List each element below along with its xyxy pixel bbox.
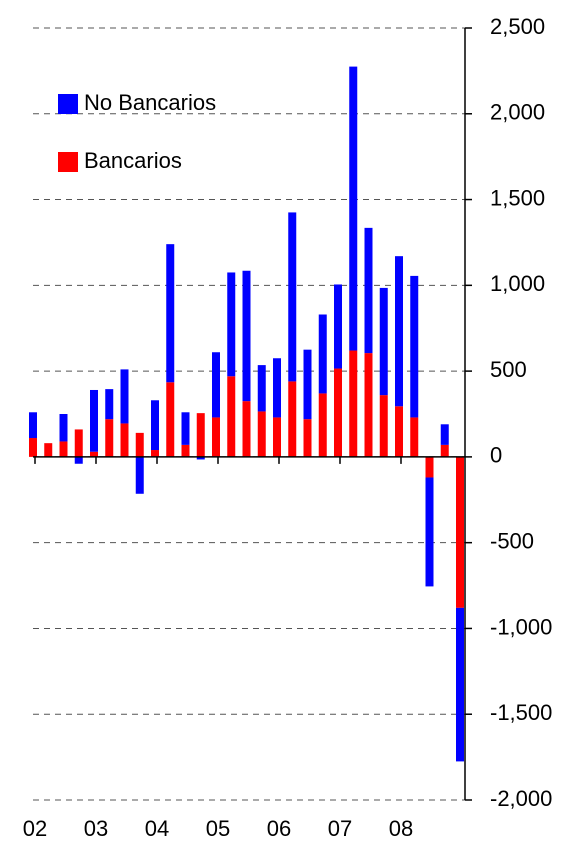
y-tick-label: -500 [490,528,534,553]
bar [379,395,388,457]
y-tick-label: 500 [490,357,527,382]
bar [196,413,205,457]
bar [242,270,251,402]
bar [212,352,220,418]
x-tick-label: 03 [84,816,108,841]
bar [364,227,373,354]
bar [196,456,205,460]
bar [318,314,327,394]
bar [349,66,358,351]
bar [166,382,175,457]
bar [273,358,281,418]
bar [257,365,266,412]
bar [456,456,464,608]
bar [395,256,403,407]
y-tick-label: -2,000 [490,786,552,811]
bar [303,419,312,457]
x-tick-label: 05 [206,816,230,841]
bar [410,275,419,418]
bar [349,350,358,457]
bar [151,400,159,451]
bar [425,456,434,478]
bar [44,443,53,457]
bar [227,376,236,457]
legend-swatch [58,152,78,172]
y-tick-label: -1,500 [490,700,552,725]
bar [257,411,266,457]
bar [29,438,37,457]
bar [364,353,373,457]
bar [135,432,144,457]
bar [273,417,281,457]
legend-swatch [58,94,78,114]
bar [425,477,434,587]
bar [135,456,144,494]
bar [410,417,419,457]
bar [105,419,114,457]
y-tick-label: 1,500 [490,185,545,210]
bar [90,389,98,452]
bar [227,272,236,377]
bar [181,412,190,445]
bar [288,381,297,457]
bar [59,441,68,457]
bar [181,444,190,457]
bar [105,389,114,420]
bar [74,429,83,457]
y-tick-label: 1,000 [490,271,545,296]
y-tick-label: 0 [490,443,502,468]
bar [166,244,175,383]
bar [334,368,342,457]
bar [212,417,220,457]
x-tick-label: 07 [328,816,352,841]
bar [440,444,449,457]
legend-label: No Bancarios [84,90,216,115]
bar [334,284,342,369]
bar [303,349,312,420]
x-tick-label: 04 [145,816,169,841]
bar [242,401,251,457]
bar [74,456,83,464]
bar [29,412,37,439]
x-tick-label: 06 [267,816,291,841]
bar [440,424,449,445]
bar [120,369,129,424]
y-tick-label: 2,000 [490,100,545,125]
bar [59,414,68,442]
bar [318,393,327,457]
bar [456,607,464,762]
bar [90,451,98,457]
y-tick-label: -1,000 [490,614,552,639]
bar [288,212,297,382]
x-tick-label: 08 [389,816,413,841]
x-tick-label: 02 [23,816,47,841]
y-tick-label: 2,500 [490,14,545,39]
bar [120,423,129,457]
legend-label: Bancarios [84,148,182,173]
bar [395,406,403,457]
bar [151,450,159,457]
bar [379,287,388,396]
